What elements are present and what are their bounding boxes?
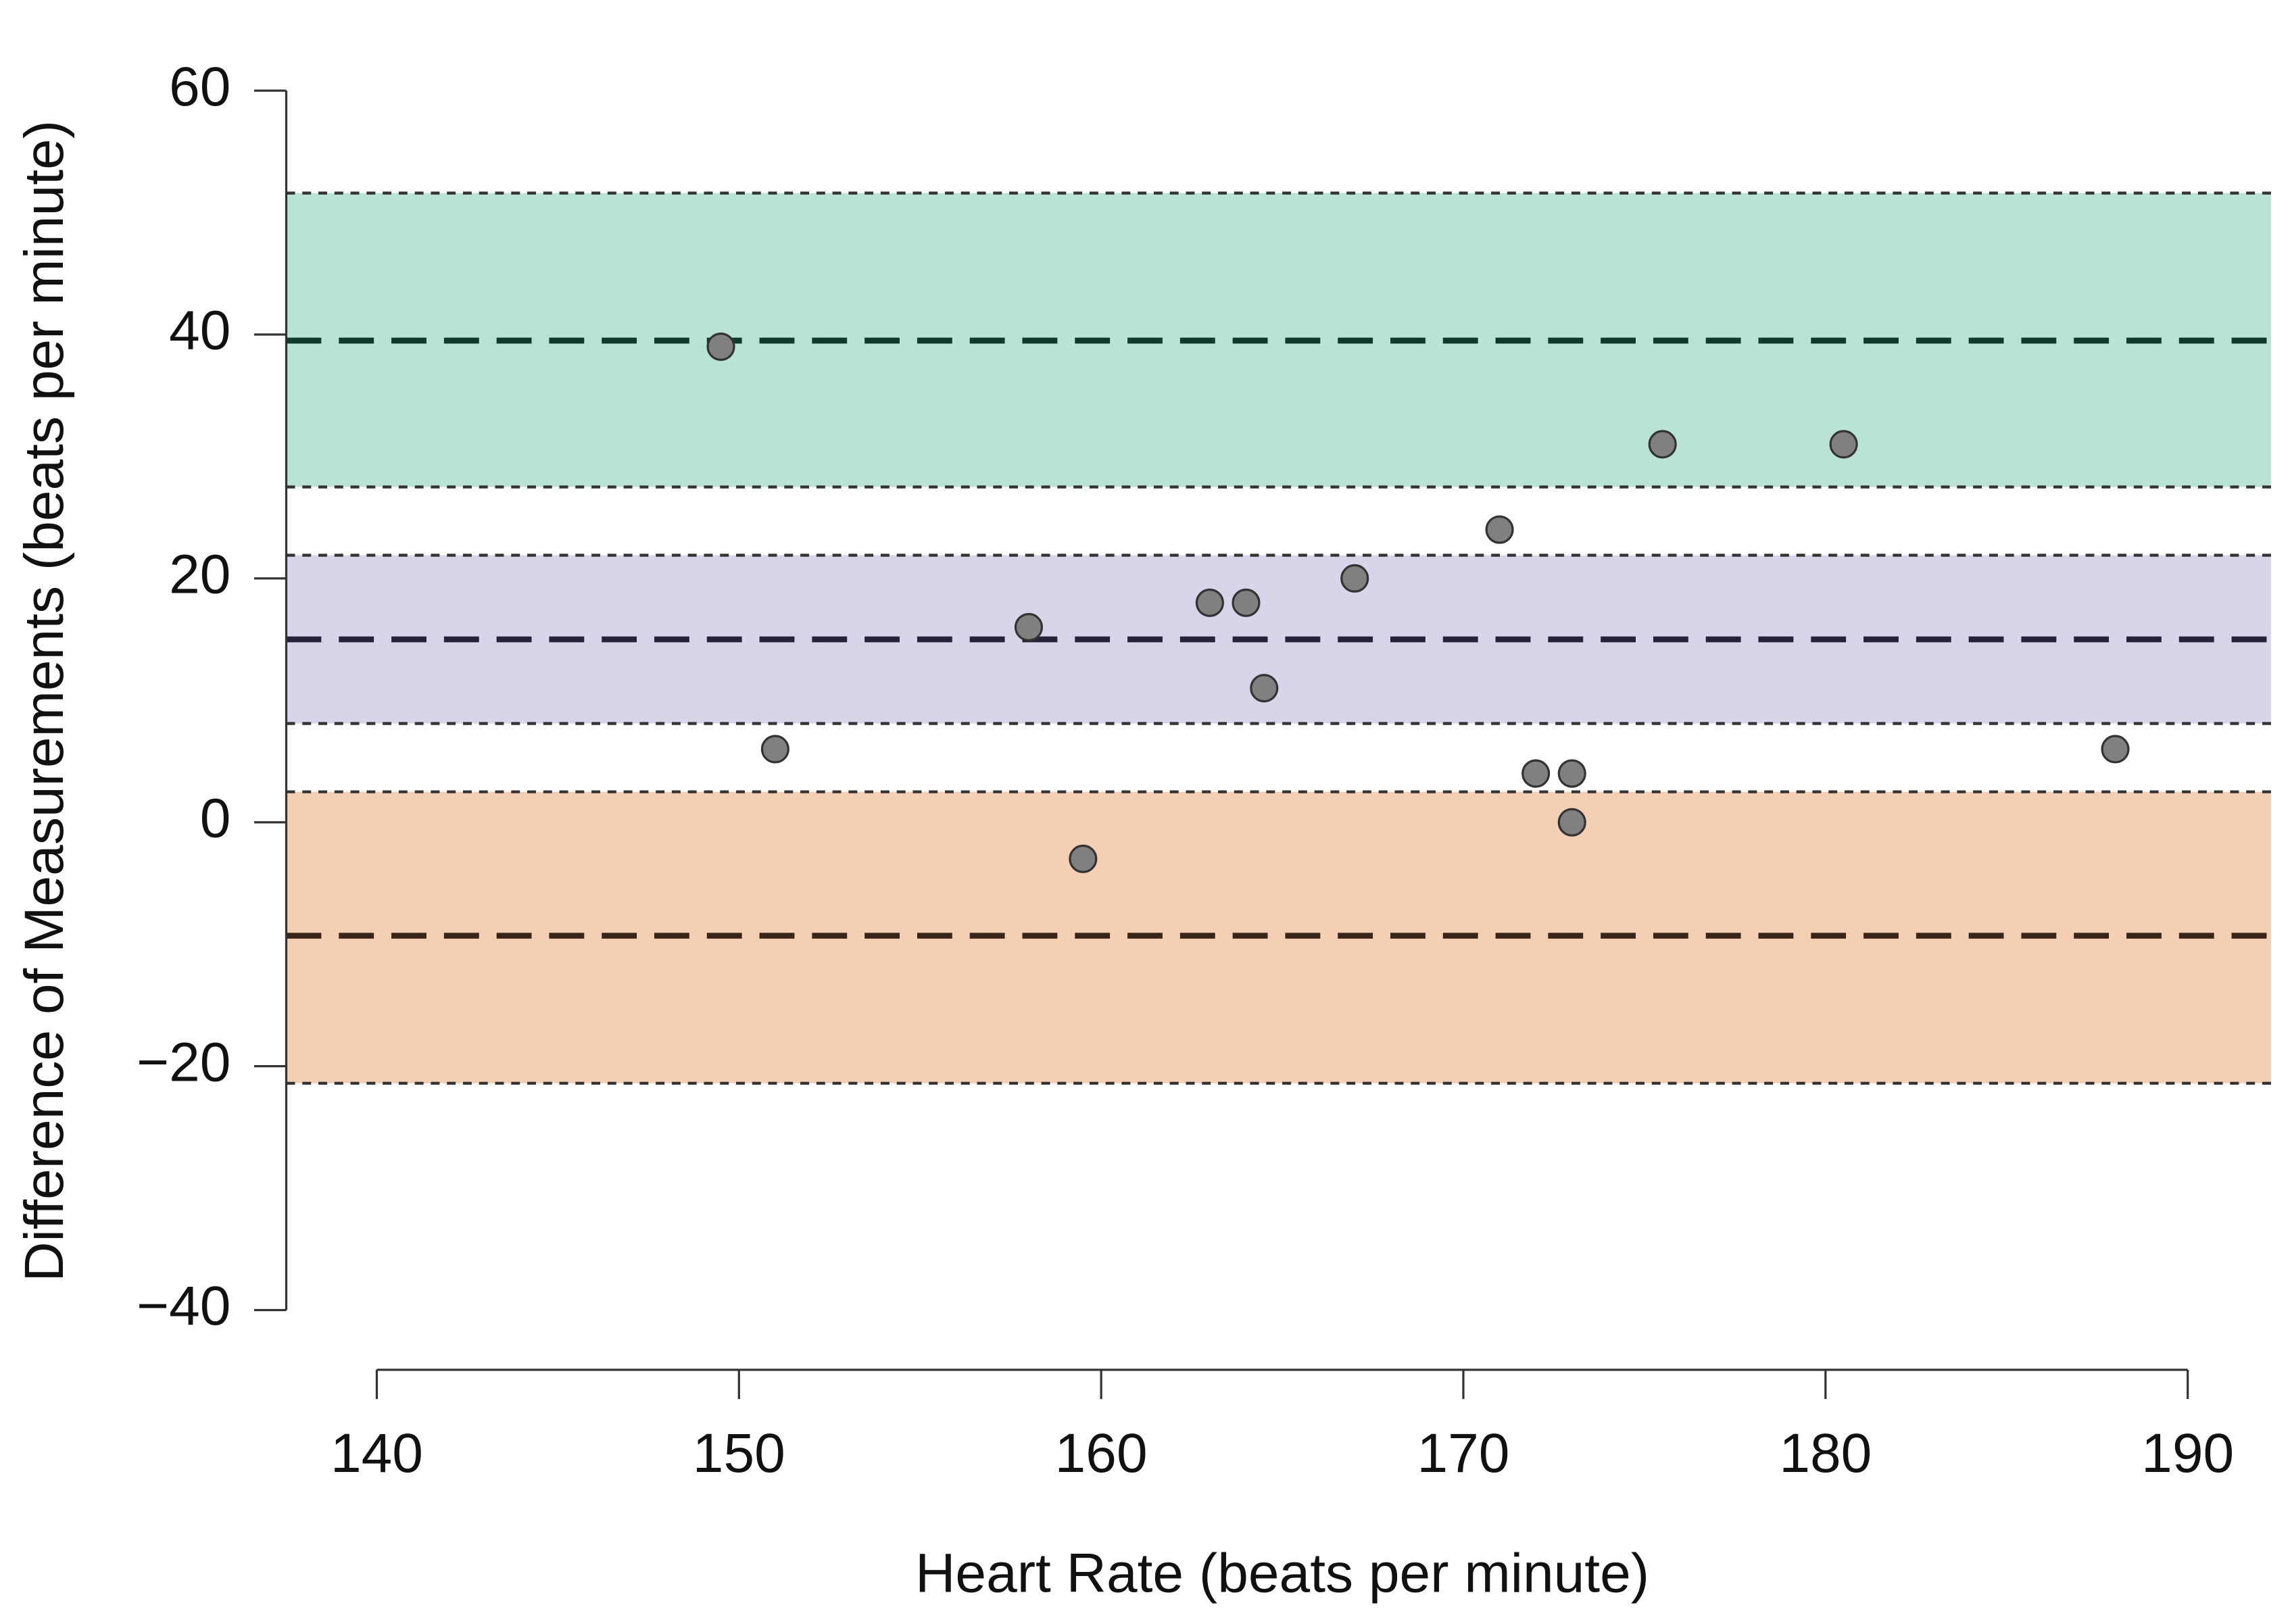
- point: [1557, 759, 1586, 788]
- point: [1557, 808, 1586, 837]
- point: [1648, 430, 1677, 459]
- y-tick-label: −20: [137, 1031, 230, 1093]
- point: [1485, 515, 1514, 544]
- point: [1521, 759, 1551, 788]
- x-tick-label: 190: [2141, 1423, 2234, 1484]
- point: [1014, 612, 1044, 642]
- y-tick-label: 60: [169, 56, 230, 118]
- point: [1195, 588, 1224, 618]
- x-tick-label: 160: [1055, 1423, 1148, 1484]
- y-tick-label: 20: [169, 544, 230, 606]
- x-tick-label: 170: [1417, 1423, 1509, 1484]
- point: [1069, 844, 1098, 873]
- point: [1340, 564, 1369, 593]
- point: [2101, 735, 2130, 764]
- y-axis-label: Difference of Measurements (beats per mi…: [14, 120, 75, 1282]
- y-tick-label: −40: [137, 1275, 230, 1337]
- x-tick-label: 150: [693, 1423, 785, 1484]
- x-axis-label: Heart Rate (beats per minute): [915, 1542, 1649, 1604]
- point: [1232, 588, 1261, 618]
- x-tick-label: 180: [1779, 1423, 1872, 1484]
- point: [1250, 674, 1279, 703]
- y-tick-label: 0: [200, 787, 231, 849]
- point: [1829, 430, 1858, 459]
- point: [706, 332, 735, 362]
- x-tick-label: 140: [331, 1423, 423, 1484]
- point: [760, 735, 789, 764]
- y-tick-label: 40: [169, 300, 230, 362]
